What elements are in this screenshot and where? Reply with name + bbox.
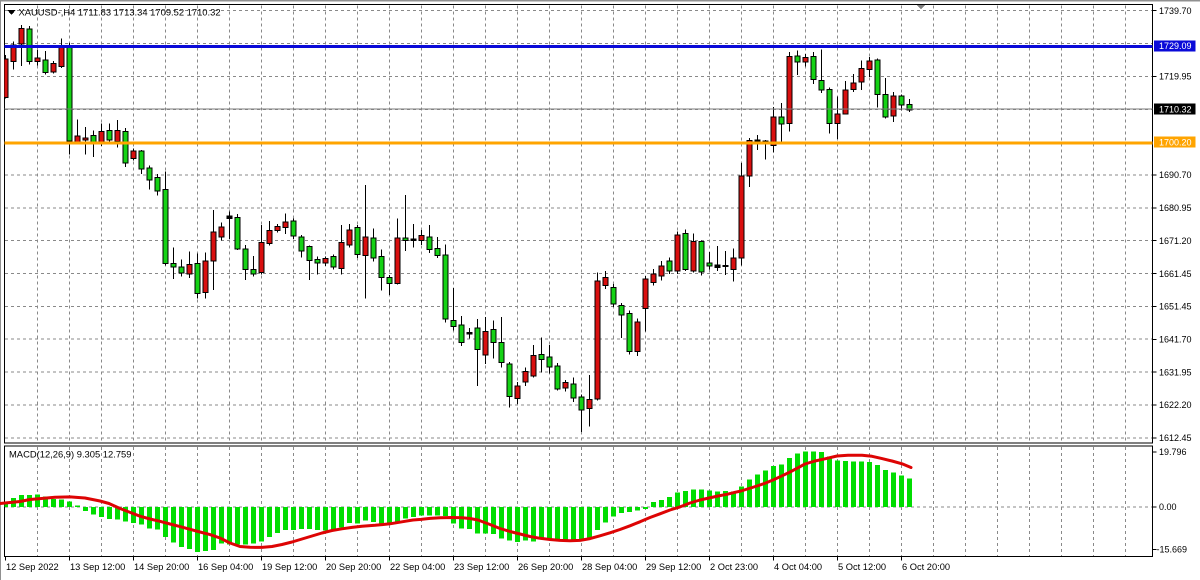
svg-text:1719.95: 1719.95 <box>1159 72 1192 82</box>
svg-text:1710.32: 1710.32 <box>1159 104 1192 114</box>
svg-text:XAUUSD-,H4 1711.83 1713.34 17: XAUUSD-,H4 1711.83 1713.34 1709.52 1710.… <box>19 7 221 18</box>
svg-text:1680.95: 1680.95 <box>1159 203 1192 213</box>
svg-text:1690.70: 1690.70 <box>1159 170 1192 180</box>
svg-text:5 Oct 12:00: 5 Oct 12:00 <box>838 562 886 572</box>
svg-text:12 Sep 2022: 12 Sep 2022 <box>6 562 59 572</box>
svg-text:1739.70: 1739.70 <box>1159 6 1192 16</box>
svg-text:1729.09: 1729.09 <box>1159 41 1192 51</box>
svg-text:29 Sep 12:00: 29 Sep 12:00 <box>646 562 701 572</box>
svg-text:19.796: 19.796 <box>1159 447 1187 457</box>
svg-text:2 Oct 23:00: 2 Oct 23:00 <box>710 562 758 572</box>
svg-text:26 Sep 20:00: 26 Sep 20:00 <box>518 562 573 572</box>
svg-text:22 Sep 04:00: 22 Sep 04:00 <box>390 562 445 572</box>
svg-text:19 Sep 12:00: 19 Sep 12:00 <box>262 562 317 572</box>
svg-text:1631.95: 1631.95 <box>1159 367 1192 377</box>
svg-text:20 Sep 20:00: 20 Sep 20:00 <box>326 562 381 572</box>
svg-text:1671.20: 1671.20 <box>1159 236 1192 246</box>
svg-text:1661.45: 1661.45 <box>1159 269 1192 279</box>
svg-text:-15.669: -15.669 <box>1157 545 1188 555</box>
svg-text:1612.45: 1612.45 <box>1159 433 1192 443</box>
svg-text:28 Sep 04:00: 28 Sep 04:00 <box>582 562 637 572</box>
svg-text:16 Sep 04:00: 16 Sep 04:00 <box>198 562 253 572</box>
svg-text:6 Oct 20:00: 6 Oct 20:00 <box>902 562 950 572</box>
svg-text:13 Sep 12:00: 13 Sep 12:00 <box>70 562 125 572</box>
svg-text:1651.45: 1651.45 <box>1159 302 1192 312</box>
svg-text:0.00: 0.00 <box>1159 502 1177 512</box>
svg-text:1622.20: 1622.20 <box>1159 400 1192 410</box>
svg-text:14 Sep 20:00: 14 Sep 20:00 <box>134 562 189 572</box>
svg-text:MACD(12,26,9) 9.305 12.759: MACD(12,26,9) 9.305 12.759 <box>9 449 131 460</box>
svg-text:1700.20: 1700.20 <box>1159 137 1192 147</box>
svg-text:4 Oct 04:00: 4 Oct 04:00 <box>774 562 822 572</box>
svg-text:1641.70: 1641.70 <box>1159 335 1192 345</box>
svg-text:23 Sep 12:00: 23 Sep 12:00 <box>454 562 509 572</box>
